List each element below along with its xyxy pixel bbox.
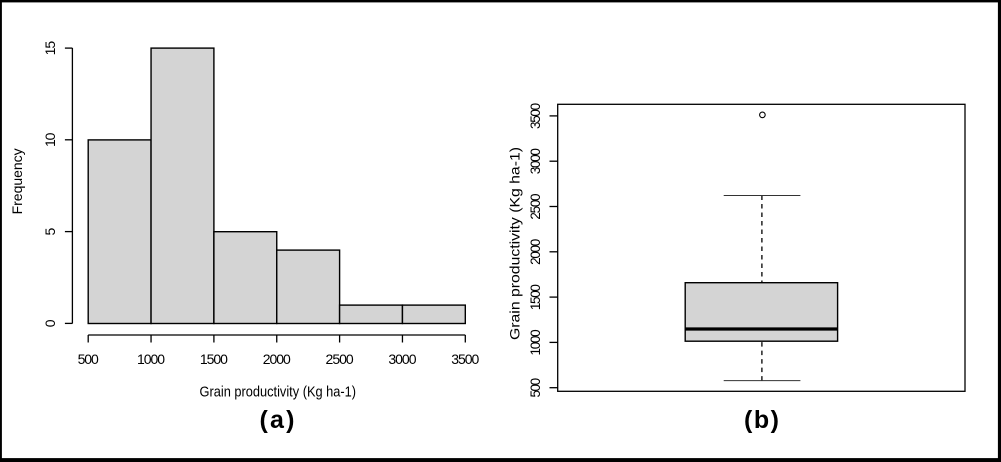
svg-text:Frequency: Frequency xyxy=(9,148,25,214)
svg-text:1000: 1000 xyxy=(528,329,543,355)
svg-text:3500: 3500 xyxy=(451,351,479,367)
svg-text:5: 5 xyxy=(42,227,58,235)
svg-text:500: 500 xyxy=(78,351,99,367)
svg-text:2000: 2000 xyxy=(528,239,543,265)
svg-text:(b): (b) xyxy=(744,406,779,434)
svg-text:(a): (a) xyxy=(260,406,295,434)
svg-text:Grain productivity (Kg ha-1): Grain productivity (Kg ha-1) xyxy=(200,385,357,401)
svg-text:2500: 2500 xyxy=(528,193,543,219)
svg-text:3000: 3000 xyxy=(528,148,543,174)
svg-text:1500: 1500 xyxy=(528,284,543,310)
svg-text:10: 10 xyxy=(42,132,58,147)
svg-text:2000: 2000 xyxy=(263,351,291,367)
svg-text:2500: 2500 xyxy=(326,351,354,367)
svg-text:1000: 1000 xyxy=(137,351,165,367)
svg-text:500: 500 xyxy=(528,378,543,398)
svg-text:15: 15 xyxy=(42,41,58,56)
svg-text:1500: 1500 xyxy=(200,351,228,367)
svg-text:0: 0 xyxy=(42,319,58,327)
svg-text:Grain productivity (Kg ha-1): Grain productivity (Kg ha-1) xyxy=(507,147,523,340)
svg-text:3000: 3000 xyxy=(388,351,416,367)
svg-text:3500: 3500 xyxy=(528,103,543,129)
